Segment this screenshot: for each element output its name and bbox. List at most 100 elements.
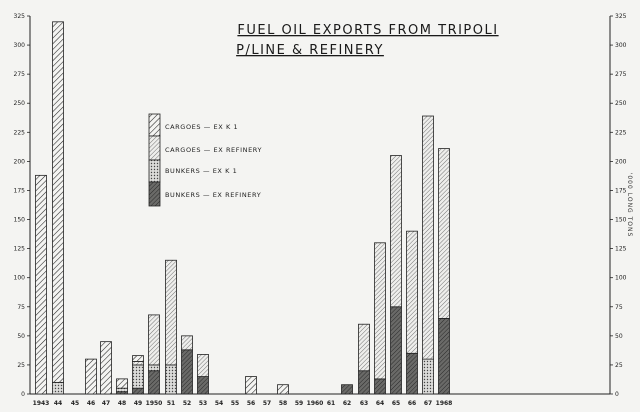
- bar-segment: [132, 361, 144, 366]
- y-tick-label-left: 300: [14, 42, 26, 49]
- bar-segment: [181, 349, 193, 395]
- legend-swatch: [148, 159, 161, 183]
- x-tick-label: 59: [295, 400, 303, 407]
- bar-segment: [406, 230, 418, 354]
- bar-segment: [438, 317, 450, 395]
- bar-segment: [148, 314, 160, 366]
- bar-segment: [116, 378, 128, 389]
- bar-segment: [245, 376, 257, 395]
- bar-segment: [165, 259, 177, 366]
- y-tick-label-right: 250: [615, 100, 627, 107]
- x-tick-label: 1943: [33, 400, 50, 407]
- x-tick-label: 62: [343, 400, 351, 407]
- legend-label: BUNKERS — EX REFINERY: [165, 191, 261, 199]
- bar-segment: [390, 155, 402, 308]
- x-tick-label: 1960: [307, 400, 324, 407]
- bar-segment: [35, 174, 47, 395]
- y-tick-label-right: 200: [615, 158, 627, 165]
- bar-segment: [358, 370, 370, 395]
- bar-segment: [132, 355, 144, 362]
- x-tick-label: 52: [183, 400, 191, 407]
- y-tick-label-right: 300: [615, 42, 627, 49]
- bar-segment: [132, 387, 144, 395]
- y-tick-label-left: 0: [21, 391, 25, 398]
- x-tick-label: 47: [102, 400, 110, 407]
- y-tick-label-left: 125: [14, 246, 26, 253]
- chart-subtitle: P/LINE & REFINERY: [236, 43, 384, 58]
- y-tick-label-right: 50: [615, 333, 623, 340]
- y-ticks-right: 0 25 50 75 100 125 150 175 200 225 250 275 300 325: [610, 13, 627, 398]
- bar-segment: [132, 364, 144, 389]
- y-tick-label-left: 225: [14, 129, 26, 136]
- x-tick-label: 54: [215, 400, 223, 407]
- x-tick-label: 44: [54, 400, 62, 407]
- bar-segment: [197, 354, 209, 377]
- y-tick-label-right: 275: [615, 71, 627, 78]
- legend-swatch: [148, 181, 161, 207]
- x-tick-label: 1950: [146, 400, 163, 407]
- y-tick-label-left: 25: [17, 362, 25, 369]
- bar-segment: [52, 381, 64, 395]
- bar-segment: [358, 323, 370, 372]
- bar-segment: [406, 352, 418, 395]
- y-tick-label-left: 275: [14, 71, 26, 78]
- y-tick-label-left: 200: [14, 158, 26, 165]
- bar-segment: [116, 387, 128, 393]
- bar-segment: [85, 358, 97, 395]
- bar-segment: [277, 384, 289, 395]
- bar-segment: [422, 115, 434, 360]
- bar-segment: [374, 378, 386, 395]
- x-tick-label: 53: [199, 400, 207, 407]
- x-tick-label: 48: [118, 400, 126, 407]
- x-tick-label: 55: [231, 400, 239, 407]
- bar-segment: [422, 358, 434, 395]
- x-tick-label: 64: [376, 400, 384, 407]
- bar-segment: [52, 21, 64, 383]
- x-tick-label: 58: [279, 400, 287, 407]
- x-tick-label: 1968: [436, 400, 453, 407]
- y-tick-label-right: 25: [615, 362, 623, 369]
- y-tick-label-left: 325: [14, 13, 26, 20]
- x-tick-label: 66: [408, 400, 416, 407]
- legend-swatch: [148, 113, 161, 137]
- bar-segment: [165, 364, 177, 395]
- x-tick-label: 45: [71, 400, 79, 407]
- x-tick-label: 49: [134, 400, 142, 407]
- y-tick-label-right: 150: [615, 217, 627, 224]
- chart-title: FUEL OIL EXPORTS FROM TRIPOLI: [237, 23, 498, 38]
- y-tick-label-right: 100: [615, 275, 627, 282]
- x-tick-labels: 1943 44 45 46 47 48 49 1950 51 52 53 54 55 56 57 58 59 19…: [33, 400, 453, 407]
- y-tick-label-right: 75: [615, 304, 623, 311]
- bar-segment: [181, 335, 193, 351]
- legend-label: BUNKERS — EX K 1: [165, 167, 237, 175]
- x-tick-label: 51: [167, 400, 175, 407]
- bar-segment: [438, 148, 450, 319]
- y-tick-label-left: 50: [17, 333, 25, 340]
- y-tick-label-right: 0: [615, 391, 619, 398]
- y-ticks-left: 0 25 50 75 100 125 150 175 200 225 250 275 300 325: [14, 13, 30, 398]
- x-tick-label: 46: [87, 400, 95, 407]
- bar-segment: [341, 384, 353, 395]
- bars: [35, 21, 450, 395]
- legend: CARGOES — EX K 1 CARGOES — EX REFINERY BUN…: [148, 113, 262, 207]
- y-tick-label-right: 325: [615, 13, 627, 20]
- bar-segment: [374, 242, 386, 380]
- x-tick-label: 65: [392, 400, 400, 407]
- y-tick-label-left: 250: [14, 100, 26, 107]
- x-tick-label: 56: [247, 400, 255, 407]
- legend-swatch: [148, 135, 161, 161]
- y-tick-label-right: 225: [615, 129, 627, 136]
- x-tick-label: 67: [424, 400, 432, 407]
- legend-label: CARGOES — EX K 1: [165, 123, 238, 131]
- y-axis-label: '000 LONG TONS: [626, 173, 633, 238]
- bar-segment: [148, 364, 160, 372]
- legend-label: CARGOES — EX REFINERY: [165, 146, 262, 154]
- y-tick-label-left: 75: [17, 304, 25, 311]
- x-tick-label: 61: [327, 400, 335, 407]
- y-tick-label-right: 175: [615, 187, 627, 194]
- x-tick-label: 57: [263, 400, 271, 407]
- y-tick-label-left: 175: [14, 187, 26, 194]
- y-tick-label-left: 150: [14, 217, 26, 224]
- y-tick-label-right: 125: [615, 246, 627, 253]
